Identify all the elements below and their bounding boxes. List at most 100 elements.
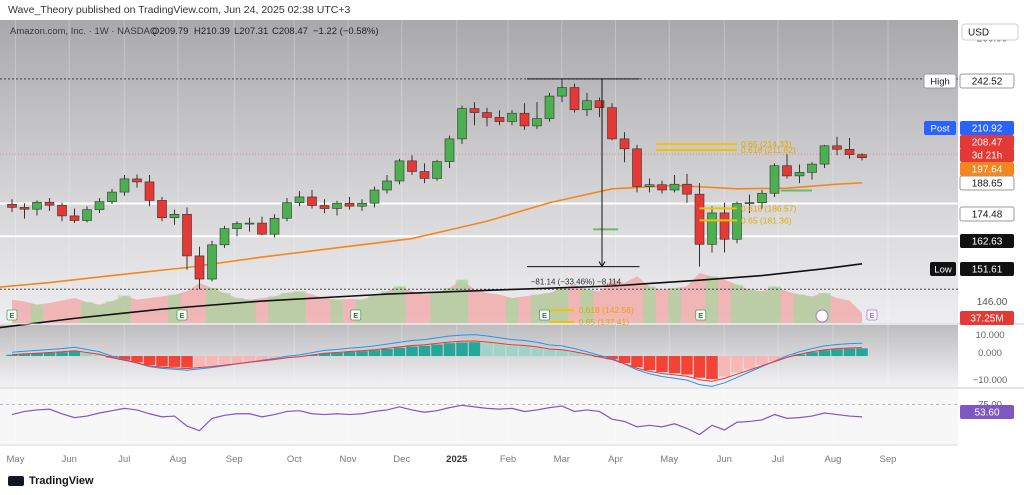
candle-body[interactable] bbox=[319, 205, 330, 209]
candle-body[interactable] bbox=[632, 148, 642, 187]
candle-body[interactable] bbox=[257, 222, 267, 235]
earnings-marker[interactable] bbox=[866, 309, 878, 321]
candle-body[interactable] bbox=[19, 207, 30, 210]
candle-body[interactable] bbox=[382, 180, 392, 191]
candle-body[interactable] bbox=[419, 171, 430, 179]
earnings-marker[interactable] bbox=[6, 309, 18, 321]
earnings-marker[interactable] bbox=[350, 309, 362, 321]
dividend-icon[interactable] bbox=[815, 309, 829, 323]
candle-body[interactable] bbox=[782, 165, 792, 177]
macd-histogram-bar bbox=[218, 356, 231, 365]
candle-body[interactable] bbox=[219, 228, 230, 246]
candle-body[interactable] bbox=[494, 117, 505, 122]
candle-body[interactable] bbox=[707, 212, 717, 245]
candle-body[interactable] bbox=[444, 138, 455, 162]
publish-header: Wave_Theory published on TradingView.com… bbox=[0, 0, 1024, 20]
candle-body[interactable] bbox=[69, 215, 80, 221]
macd-histogram-bar bbox=[431, 344, 443, 356]
candle-body[interactable] bbox=[207, 244, 217, 280]
candle-body[interactable] bbox=[169, 213, 180, 219]
macd-histogram-bar bbox=[68, 351, 81, 356]
candle-body[interactable] bbox=[532, 118, 542, 127]
candle-body[interactable] bbox=[457, 108, 467, 140]
candle-body[interactable] bbox=[344, 202, 355, 207]
candle-body[interactable] bbox=[832, 145, 842, 150]
high-price-value: 242.52 bbox=[972, 77, 1003, 88]
candle-body[interactable] bbox=[694, 193, 705, 245]
candle-body[interactable] bbox=[482, 112, 492, 118]
candle-body[interactable] bbox=[144, 181, 155, 201]
macd-histogram-bar bbox=[481, 343, 493, 356]
chart-area[interactable]: 0.65 (214.33) 0.618 (211.82) 0.618 (186.57… bbox=[0, 20, 1024, 469]
candle-body[interactable] bbox=[857, 154, 867, 158]
candle-body[interactable] bbox=[819, 145, 830, 165]
macd-histogram-bar bbox=[306, 355, 318, 356]
candle-body[interactable] bbox=[544, 95, 555, 119]
candle-body[interactable] bbox=[244, 222, 255, 225]
macd-histogram-bar bbox=[593, 356, 606, 357]
candle-body[interactable] bbox=[469, 108, 480, 113]
candle-body[interactable] bbox=[194, 255, 205, 280]
candle-body[interactable] bbox=[132, 178, 142, 183]
candle-body[interactable] bbox=[157, 200, 167, 219]
volume-bar bbox=[705, 276, 719, 323]
candle-body[interactable] bbox=[82, 209, 92, 221]
candle-body[interactable] bbox=[644, 184, 655, 187]
candle-body[interactable] bbox=[107, 191, 117, 202]
candle-body[interactable] bbox=[794, 172, 805, 177]
candle-body[interactable] bbox=[569, 87, 580, 111]
candle-body[interactable] bbox=[94, 201, 105, 210]
candle-body[interactable] bbox=[432, 161, 442, 179]
low-price-tag-bg bbox=[930, 262, 956, 276]
candle-body[interactable] bbox=[594, 100, 605, 108]
candle-body[interactable] bbox=[757, 192, 767, 204]
macd-histogram-bar bbox=[168, 356, 181, 367]
candle-body[interactable] bbox=[294, 196, 305, 204]
macd-histogram-bar bbox=[668, 356, 681, 374]
earnings-marker[interactable] bbox=[539, 309, 550, 321]
candle-body[interactable] bbox=[607, 107, 617, 140]
candle-body[interactable] bbox=[369, 189, 380, 204]
macd-histogram-bar bbox=[231, 356, 243, 364]
candle-body[interactable] bbox=[357, 202, 367, 207]
candle-body[interactable] bbox=[407, 160, 417, 172]
candle-body[interactable] bbox=[682, 183, 692, 195]
candle-body[interactable] bbox=[119, 178, 130, 193]
candle-body[interactable] bbox=[182, 213, 192, 257]
candle-body[interactable] bbox=[7, 204, 17, 208]
candle-body[interactable] bbox=[332, 202, 342, 209]
price-chart[interactable]: 0.65 (214.33)0.618 (211.82) 0.618 (186.57… bbox=[0, 20, 1024, 469]
candle-body[interactable] bbox=[657, 184, 667, 191]
candle-body[interactable] bbox=[519, 112, 530, 127]
candle-body[interactable] bbox=[507, 112, 517, 122]
low-price-badge bbox=[960, 262, 1014, 276]
candle-body[interactable] bbox=[282, 202, 292, 219]
candle-body[interactable] bbox=[582, 100, 592, 111]
macd-histogram-bar bbox=[506, 345, 518, 356]
candle-body[interactable] bbox=[57, 204, 67, 217]
legend-close: C208.47 bbox=[272, 26, 308, 37]
candle-body[interactable] bbox=[307, 196, 317, 206]
candle-body[interactable] bbox=[619, 138, 630, 150]
candle-body[interactable] bbox=[844, 148, 855, 155]
earnings-marker[interactable] bbox=[695, 309, 707, 321]
currency-label: USD bbox=[968, 28, 989, 39]
candle-body[interactable] bbox=[32, 201, 42, 210]
tradingview-logo[interactable]: TradingView bbox=[8, 475, 94, 487]
candle-body[interactable] bbox=[669, 183, 680, 191]
candle-body[interactable] bbox=[744, 202, 755, 205]
measure-arrow-head bbox=[598, 261, 606, 268]
candle-body[interactable] bbox=[719, 212, 730, 240]
level-174-value: 174.48 bbox=[972, 210, 1003, 221]
candle-body[interactable] bbox=[269, 217, 280, 235]
currency-button[interactable]: USD bbox=[961, 23, 1019, 41]
earnings-marker[interactable] bbox=[176, 309, 188, 321]
candle-body[interactable] bbox=[557, 87, 567, 97]
candle-body[interactable] bbox=[232, 223, 242, 229]
candle-body[interactable] bbox=[44, 201, 55, 206]
macd-histogram-bar bbox=[318, 353, 331, 356]
macd-histogram-bar bbox=[781, 356, 793, 358]
candle-body[interactable] bbox=[769, 165, 780, 194]
candle-body[interactable] bbox=[807, 163, 817, 173]
candle-body[interactable] bbox=[394, 160, 405, 182]
